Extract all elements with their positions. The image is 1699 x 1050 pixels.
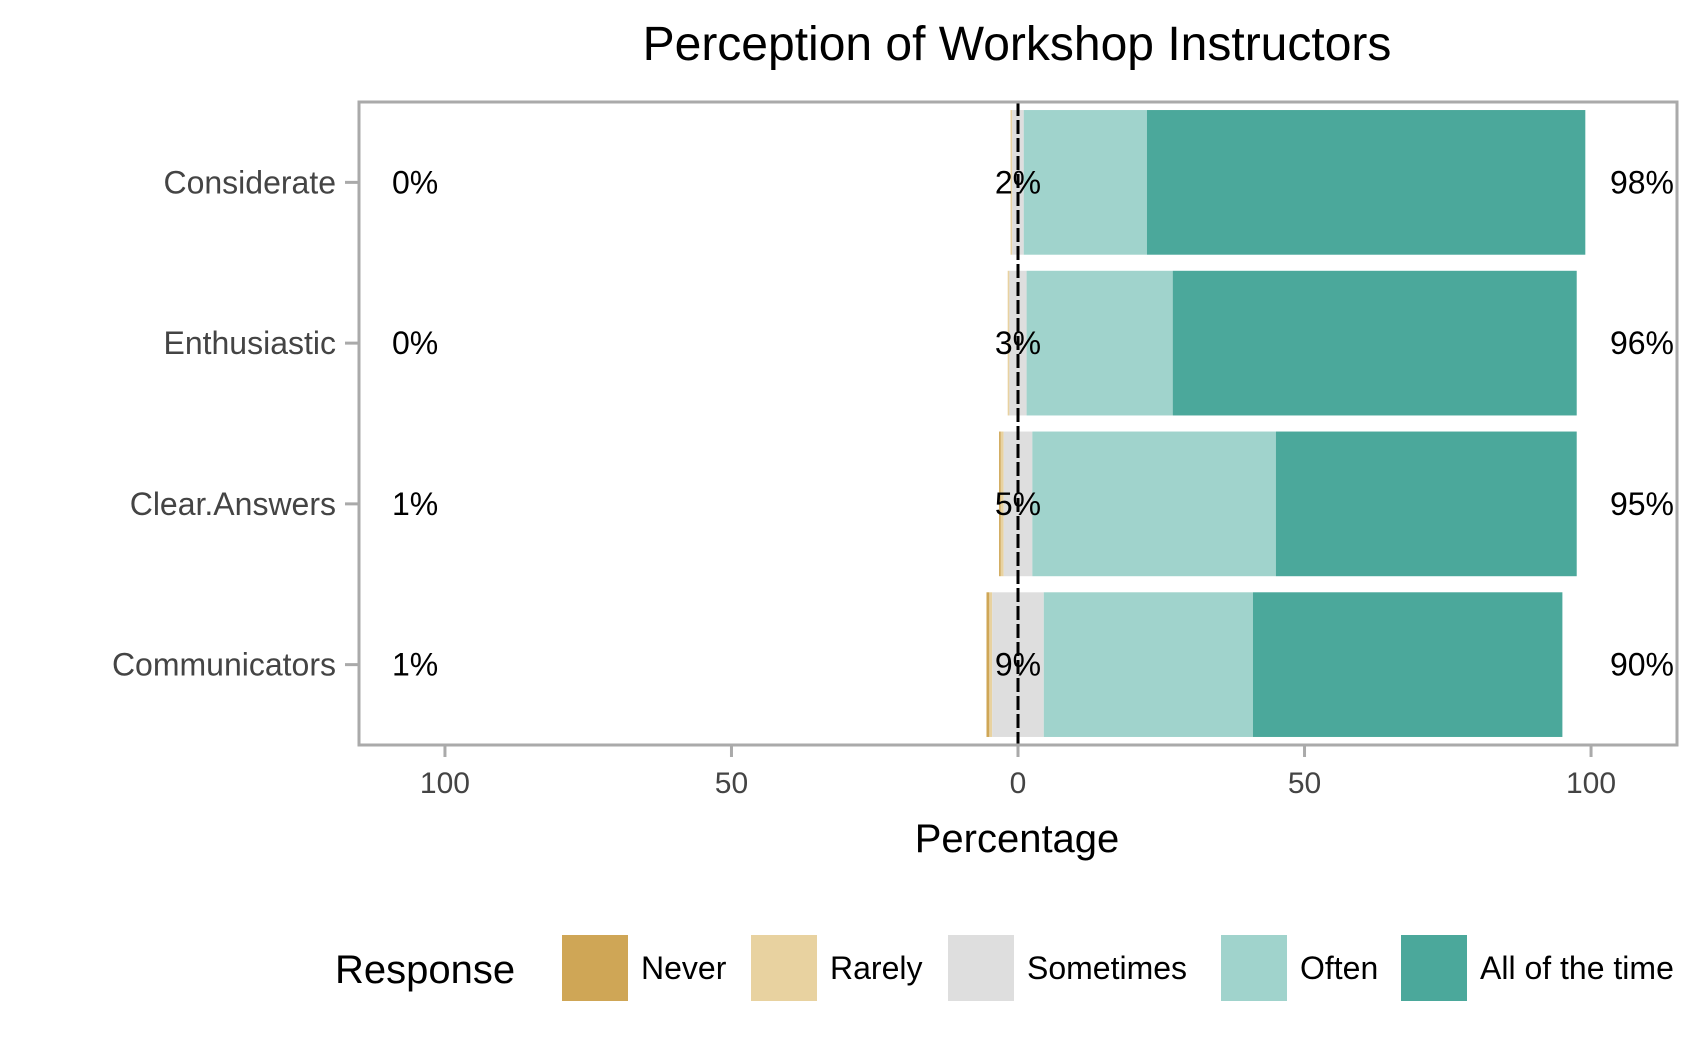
- bar-all-of-the-time-communicators: [1252, 592, 1563, 737]
- chart-title: Perception of Workshop Instructors: [643, 18, 1392, 71]
- bar-all-of-the-time-clear-answers: [1275, 431, 1577, 577]
- legend-label: Sometimes: [1027, 950, 1187, 986]
- right-percent-label: 98%: [1610, 164, 1674, 200]
- x-tick-label: 100: [420, 767, 470, 800]
- legend-swatch-never: [562, 935, 628, 1001]
- legend-swatch-all-of-the-time: [1401, 935, 1467, 1001]
- right-percent-label: 90%: [1610, 647, 1674, 683]
- x-tick-label: 100: [1566, 767, 1616, 800]
- bar-rarely-enthusiastic: [1007, 270, 1010, 416]
- x-tick-label: 50: [715, 767, 748, 800]
- bar-often-clear-answers: [1032, 431, 1276, 577]
- bar-never-communicators: [986, 592, 990, 737]
- legend-label: Never: [641, 950, 727, 986]
- category-label: Clear.Answers: [130, 486, 336, 522]
- x-axis-title: Percentage: [915, 817, 1120, 861]
- category-label: Enthusiastic: [163, 325, 336, 361]
- legend-swatch-sometimes: [948, 935, 1014, 1001]
- bar-often-communicators: [1043, 592, 1253, 737]
- bar-all-of-the-time-enthusiastic: [1172, 270, 1577, 416]
- bar-never-clear-answers: [999, 431, 1001, 577]
- category-labels: Considerate Enthusiastic Clear.Answers Comm…: [112, 164, 359, 683]
- percent-labels: 0% 2% 98% 0% 3% 96% 1% 5% 95% 1% 9% 90%: [392, 164, 1674, 682]
- legend-label: Rarely: [830, 950, 922, 986]
- left-percent-label: 0%: [392, 164, 438, 200]
- legend-label: All of the time: [1480, 950, 1674, 986]
- bar-rarely-clear-answers: [1000, 431, 1004, 577]
- bar-all-of-the-time-considerate: [1146, 110, 1586, 255]
- bar-often-enthusiastic: [1026, 270, 1173, 416]
- x-axis-ticks: 100 50 0 50 100: [420, 745, 1616, 800]
- bar-often-considerate: [1023, 110, 1147, 255]
- legend-title: Response: [335, 948, 515, 992]
- category-label: Considerate: [163, 164, 336, 200]
- x-tick-label: 50: [1288, 767, 1321, 800]
- legend-label: Often: [1300, 950, 1378, 986]
- center-percent-label: 9%: [995, 647, 1041, 683]
- x-tick-label: 0: [1010, 767, 1027, 800]
- right-percent-label: 95%: [1610, 486, 1674, 522]
- category-label: Communicators: [112, 647, 336, 683]
- center-percent-label: 5%: [995, 486, 1041, 522]
- legend-swatch-rarely: [751, 935, 817, 1001]
- center-percent-label: 2%: [995, 164, 1041, 200]
- left-percent-label: 1%: [392, 486, 438, 522]
- left-percent-label: 1%: [392, 647, 438, 683]
- bar-rarely-considerate: [1010, 110, 1013, 255]
- bar-rarely-communicators: [989, 592, 993, 737]
- legend: Response Never Rarely Sometimes Often All of…: [335, 935, 1674, 1001]
- center-percent-label: 3%: [995, 325, 1041, 361]
- left-percent-label: 0%: [392, 325, 438, 361]
- legend-swatch-often: [1221, 935, 1287, 1001]
- bars: [986, 110, 1586, 737]
- right-percent-label: 96%: [1610, 325, 1674, 361]
